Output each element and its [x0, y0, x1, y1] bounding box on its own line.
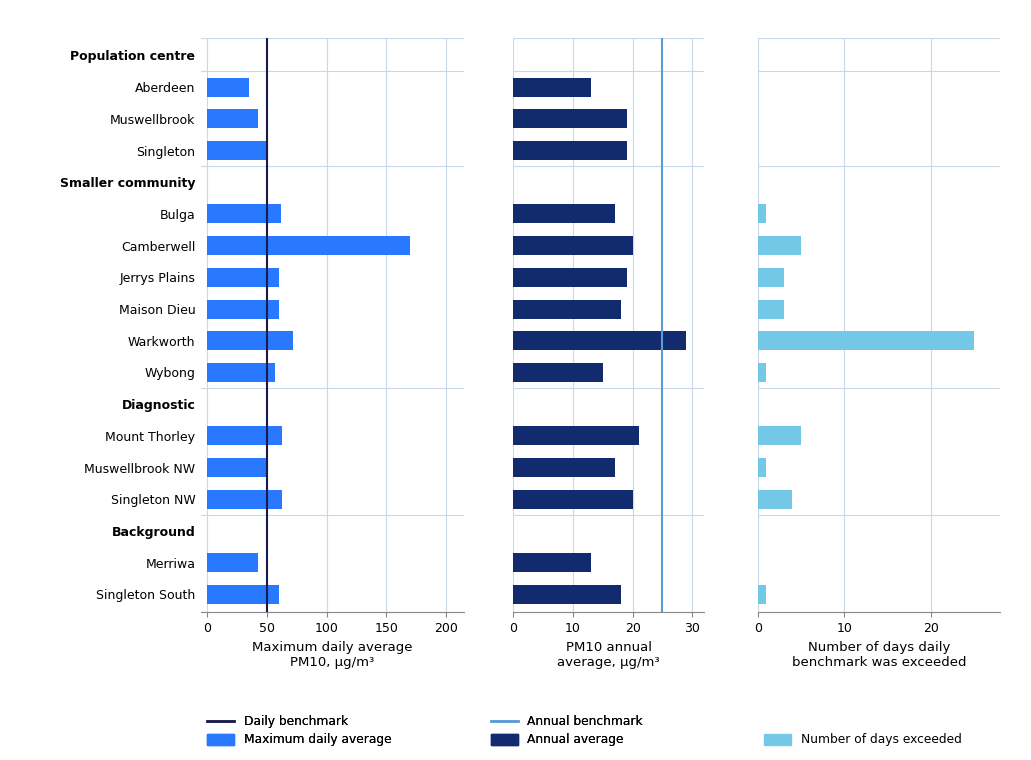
Bar	[513, 489, 633, 508]
Bar	[207, 331, 293, 350]
Bar	[513, 458, 614, 477]
Bar	[758, 585, 766, 604]
Bar	[207, 426, 282, 445]
Bar	[758, 426, 801, 445]
Bar	[758, 268, 784, 287]
Bar	[207, 141, 267, 160]
Bar	[513, 204, 614, 223]
X-axis label: PM10 annual
average, μg/m³: PM10 annual average, μg/m³	[558, 641, 660, 670]
Bar	[758, 331, 974, 350]
Bar	[207, 236, 410, 255]
Legend: Annual benchmark, Annual average: Annual benchmark, Annual average	[491, 715, 643, 746]
Bar	[758, 363, 766, 382]
Bar	[513, 585, 621, 604]
Bar	[207, 585, 278, 604]
Legend: Number of days exceeded: Number of days exceeded	[764, 733, 962, 746]
Bar	[207, 363, 275, 382]
Bar	[207, 553, 259, 572]
Bar	[207, 489, 282, 508]
Bar	[513, 331, 687, 350]
Bar	[513, 553, 591, 572]
Bar	[513, 78, 591, 97]
Bar	[513, 236, 633, 255]
Bar	[513, 268, 627, 287]
Bar	[513, 299, 621, 318]
Bar	[513, 141, 627, 160]
Bar	[207, 78, 248, 97]
Bar	[758, 236, 801, 255]
Bar	[758, 299, 784, 318]
Legend: Daily benchmark, Maximum daily average: Daily benchmark, Maximum daily average	[207, 715, 392, 746]
Bar	[207, 268, 278, 287]
Bar	[513, 363, 603, 382]
Bar	[207, 109, 259, 128]
Bar	[513, 426, 638, 445]
Bar	[758, 204, 766, 223]
X-axis label: Number of days daily
benchmark was exceeded: Number of days daily benchmark was excee…	[792, 641, 966, 670]
Bar	[207, 204, 281, 223]
X-axis label: Maximum daily average
PM10, μg/m³: Maximum daily average PM10, μg/m³	[253, 641, 412, 670]
Bar	[207, 299, 278, 318]
Bar	[758, 489, 793, 508]
Bar	[513, 109, 627, 128]
Bar	[207, 458, 267, 477]
Bar	[758, 458, 766, 477]
